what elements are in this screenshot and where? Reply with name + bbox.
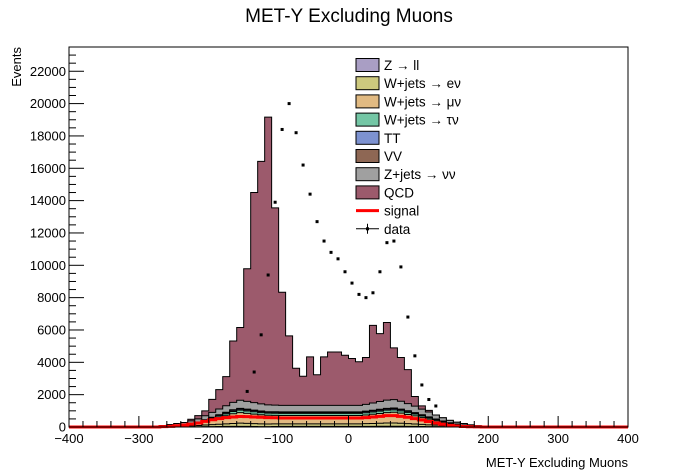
y-tick-label: 0 [59, 420, 66, 435]
data-point [392, 239, 396, 243]
y-tick-label: 20000 [30, 96, 66, 111]
legend-swatch [355, 58, 380, 72]
legend-label: Z → ll [384, 58, 419, 73]
y-tick-label: 2000 [37, 387, 66, 402]
legend-entry-z-jets: Z+jets → νν [355, 167, 456, 182]
legend-entry-w-jets-e: W+jets → eν [355, 76, 461, 91]
legend-label: W+jets → μν [384, 94, 461, 109]
x-tick-label: −100 [264, 431, 293, 446]
data-point [301, 163, 305, 167]
legend-swatch [355, 149, 380, 163]
x-tick-label: 200 [477, 431, 499, 446]
legend-label: VV [384, 149, 402, 164]
legend-entry-qcd: QCD [355, 185, 414, 200]
data-point [406, 315, 410, 319]
legend-swatch [355, 76, 380, 91]
y-axis-label: Events [9, 47, 24, 87]
legend-swatch [355, 130, 380, 145]
data-point [287, 102, 291, 106]
data-point [245, 389, 249, 393]
legend-label: TT [384, 131, 401, 146]
data-point [357, 292, 361, 296]
plot-area [68, 46, 629, 429]
legend-label: Z+jets → νν [384, 167, 456, 182]
x-tick-label: 0 [345, 431, 352, 446]
legend-entry-z-ll: Z → ll [355, 58, 419, 73]
x-tick-label: −400 [54, 431, 83, 446]
data-point [336, 257, 340, 261]
data-point [252, 370, 256, 374]
legend-label: QCD [384, 185, 414, 200]
chart-title: MET-Y Excluding Muons [245, 6, 453, 27]
data-point [371, 291, 375, 295]
data-point [315, 220, 319, 224]
data-point [434, 404, 438, 408]
data-point [259, 333, 263, 337]
legend-label: W+jets → τν [384, 113, 459, 128]
x-axis: −400 −300 −200 −100 0 100 200 300 400 [54, 416, 639, 446]
data-point [378, 270, 382, 274]
y-tick-label: 14000 [30, 193, 66, 208]
data-point [427, 398, 431, 402]
legend-swatch [355, 112, 380, 127]
x-axis-label: MET-Y Excluding Muons [486, 455, 629, 470]
y-tick-label: 12000 [30, 225, 66, 240]
data-point [350, 281, 354, 285]
x-tick-label: 300 [547, 431, 569, 446]
data-points [245, 102, 438, 408]
data-point [280, 127, 284, 131]
data-point [420, 383, 424, 387]
legend-swatch [355, 94, 380, 109]
legend-entry-vv: VV [355, 149, 402, 164]
x-tick-label: −200 [194, 431, 223, 446]
data-point [413, 354, 417, 358]
y-tick-label: 10000 [30, 258, 66, 273]
y-tick-label: 16000 [30, 161, 66, 176]
legend-entry-w-jets: W+jets → τν [355, 112, 459, 128]
legend-swatch-marker [366, 227, 369, 231]
legend-label: W+jets → eν [384, 76, 461, 91]
y-tick-label: 4000 [37, 355, 66, 370]
legend-swatch [355, 185, 380, 200]
y-tick-label: 6000 [37, 322, 66, 337]
y-tick-label: 18000 [30, 128, 66, 143]
data-point [308, 192, 312, 196]
x-tick-label: 100 [408, 431, 430, 446]
legend-label: data [384, 222, 411, 237]
data-point [294, 131, 298, 135]
legend-label: signal [384, 204, 419, 219]
legend-entry-data: data [356, 222, 411, 237]
y-axis: 0 2000 4000 6000 8000 10000 12000 14000 16000 180… [30, 46, 84, 435]
y-tick-label: 8000 [37, 290, 66, 305]
x-tick-label: 400 [617, 431, 639, 446]
data-point [343, 270, 347, 274]
legend-entry-tt: TT [355, 130, 401, 146]
legend-swatch [355, 167, 380, 182]
data-point [322, 239, 326, 243]
data-point [385, 241, 389, 245]
data-point [329, 250, 333, 254]
x-tick-label: −300 [124, 431, 153, 446]
legend-entry-signal: signal [356, 204, 419, 219]
legend: Z → ll W+jets → eν W+jets → μν W+jets → τν T… [355, 58, 461, 237]
y-tick-label: 22000 [30, 64, 66, 79]
data-point [273, 200, 277, 204]
data-point [364, 296, 368, 300]
legend-entry-w-jets: W+jets → μν [355, 94, 461, 109]
data-point [399, 265, 403, 269]
data-point [266, 273, 270, 277]
